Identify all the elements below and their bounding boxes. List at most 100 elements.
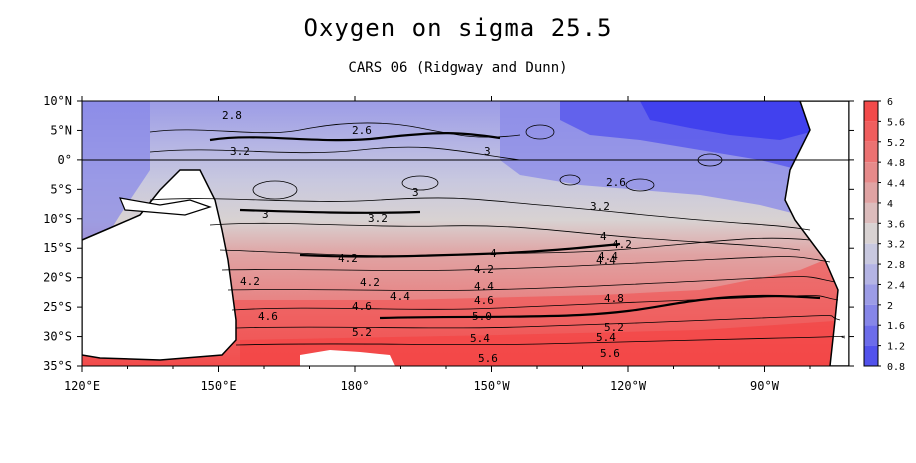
lon-label: 150°E xyxy=(200,379,236,393)
colorbar-frame xyxy=(863,100,879,367)
colorbar-label: 4.8 xyxy=(887,158,905,169)
colorbar: 6 5.6 5.2 4.8 4.4 4 3.6 3.2 2.8 2.4 2 1.6 1.2 0.8 xyxy=(863,97,905,373)
contour-label: 3 xyxy=(412,186,419,199)
lon-label: 90°W xyxy=(750,379,780,393)
colorbar-swatch xyxy=(864,264,878,285)
contour-eddy xyxy=(252,180,298,200)
page-subtitle: CARS 06 (Ridgway and Dunn) xyxy=(348,60,568,76)
colorbar-swatch xyxy=(864,141,878,163)
contour-line xyxy=(235,335,846,346)
contour-line-bold xyxy=(239,208,421,214)
lat-label: 10°N xyxy=(43,94,72,108)
contour-label: 5.6 xyxy=(600,347,620,360)
colorbar-label: 0.8 xyxy=(887,362,905,373)
colorbar-label: 4.4 xyxy=(887,179,905,190)
contour-line-bold xyxy=(209,132,501,142)
lat-label: 0° xyxy=(58,153,72,167)
colorbar-label: 5.6 xyxy=(887,117,905,128)
colorbar-label: 2.8 xyxy=(887,260,905,271)
land-new-guinea xyxy=(119,197,212,216)
contour-label: 3 xyxy=(484,145,491,158)
contour-label: 2.6 xyxy=(606,176,626,189)
contour-line xyxy=(227,276,836,291)
lon-label: 120°E xyxy=(64,379,100,393)
colorbar-label: 1.6 xyxy=(887,321,905,332)
colorbar-label: 2 xyxy=(887,301,893,312)
contour-line xyxy=(149,146,521,161)
lon-axis: 120°E 150°E 180° 150°W 120°W 90°W xyxy=(64,96,811,393)
colorbar-label: 6 xyxy=(887,97,893,108)
contour-label: 5.2 xyxy=(604,321,624,334)
land-australia xyxy=(82,169,237,361)
contour-label: 3.2 xyxy=(590,200,610,213)
contour-label: 2.8 xyxy=(222,109,242,122)
contour-line xyxy=(149,197,811,231)
contour-label: 4.8 xyxy=(604,292,624,305)
colorbar-label: 4 xyxy=(887,199,893,210)
lon-label: 150°W xyxy=(473,379,510,393)
plot-frame xyxy=(81,100,850,367)
page-title: Oxygen on sigma 25.5 xyxy=(303,14,613,42)
colorbar-swatch xyxy=(864,243,878,265)
colorbar-swatch xyxy=(864,325,878,346)
low-oxygen-core-inner xyxy=(640,101,820,140)
contour-label: 4.4 xyxy=(598,250,618,263)
contour-eddy xyxy=(525,124,555,140)
contour-label: 2.6 xyxy=(352,124,372,137)
lat-label: 5°S xyxy=(50,182,72,196)
colorbar-label: 5.2 xyxy=(887,138,905,149)
lat-label: 5°N xyxy=(50,123,72,137)
colorbar-swatch xyxy=(864,101,878,122)
contour-eddy xyxy=(697,153,723,167)
contour-label: 5.4 xyxy=(470,332,490,345)
contour-line-bold xyxy=(299,242,621,258)
colorbar-swatch xyxy=(864,162,878,183)
contour-label-group: 2.8 2.6 3.2 3 3 3.2 3 2.6 4 4.2 4.2 4.2 … xyxy=(222,109,632,365)
lat-label: 15°S xyxy=(43,241,72,255)
lat-label: 25°S xyxy=(43,300,72,314)
contour-label: 4 xyxy=(490,247,497,260)
contour-label: 5.6 xyxy=(478,352,498,365)
contour-eddy xyxy=(559,174,581,186)
west-pacific-low xyxy=(82,101,150,255)
contour-label: 5.0 xyxy=(472,310,492,323)
contour-label: 4.6 xyxy=(474,294,494,307)
contour-label: 3.2 xyxy=(368,212,388,225)
colorbar-swatch xyxy=(864,345,878,366)
lon-label: 120°W xyxy=(610,379,647,393)
contour-label: 3.2 xyxy=(230,145,250,158)
contour-label: 3 xyxy=(262,208,269,221)
colorbar-swatch xyxy=(864,284,878,305)
contour-line xyxy=(209,222,801,251)
contour-label: 4.4 xyxy=(596,254,616,267)
contour-line xyxy=(149,122,521,138)
contour-label: 4.4 xyxy=(390,290,410,303)
contour-label: 4.2 xyxy=(338,252,358,265)
contour-label: 4.2 xyxy=(474,263,494,276)
colorbar-swatch xyxy=(864,223,878,244)
contour-line xyxy=(235,315,841,329)
contour-line xyxy=(219,237,811,257)
lat-label: 20°S xyxy=(43,271,72,285)
contour-label: 4.2 xyxy=(240,275,260,288)
contour-label: 4.2 xyxy=(612,238,632,251)
colorbar-swatch xyxy=(864,202,878,224)
contour-line xyxy=(231,295,839,311)
contour-label: 5.4 xyxy=(596,331,616,344)
colorbar-label: 2.4 xyxy=(887,280,905,291)
lat-label: 35°S xyxy=(43,359,72,373)
lat-label: 30°S xyxy=(43,330,72,344)
colorbar-swatch xyxy=(864,182,878,203)
lat-label: 10°S xyxy=(43,212,72,226)
lat-axis: 10°N 5°N 0° 5°S 10°S 15°S 20°S 25°S 30°S 35°S xyxy=(43,94,854,373)
land-new-zealand xyxy=(300,350,395,366)
contour-eddy xyxy=(625,178,655,192)
contour-label: 5.2 xyxy=(352,326,372,339)
lon-label: 180° xyxy=(341,379,370,393)
contour-label: 4.4 xyxy=(474,280,494,293)
high-oxygen-core xyxy=(240,320,849,366)
colorbar-label: 1.2 xyxy=(887,342,905,353)
contour-eddy xyxy=(401,175,439,191)
contour-line xyxy=(221,256,831,271)
